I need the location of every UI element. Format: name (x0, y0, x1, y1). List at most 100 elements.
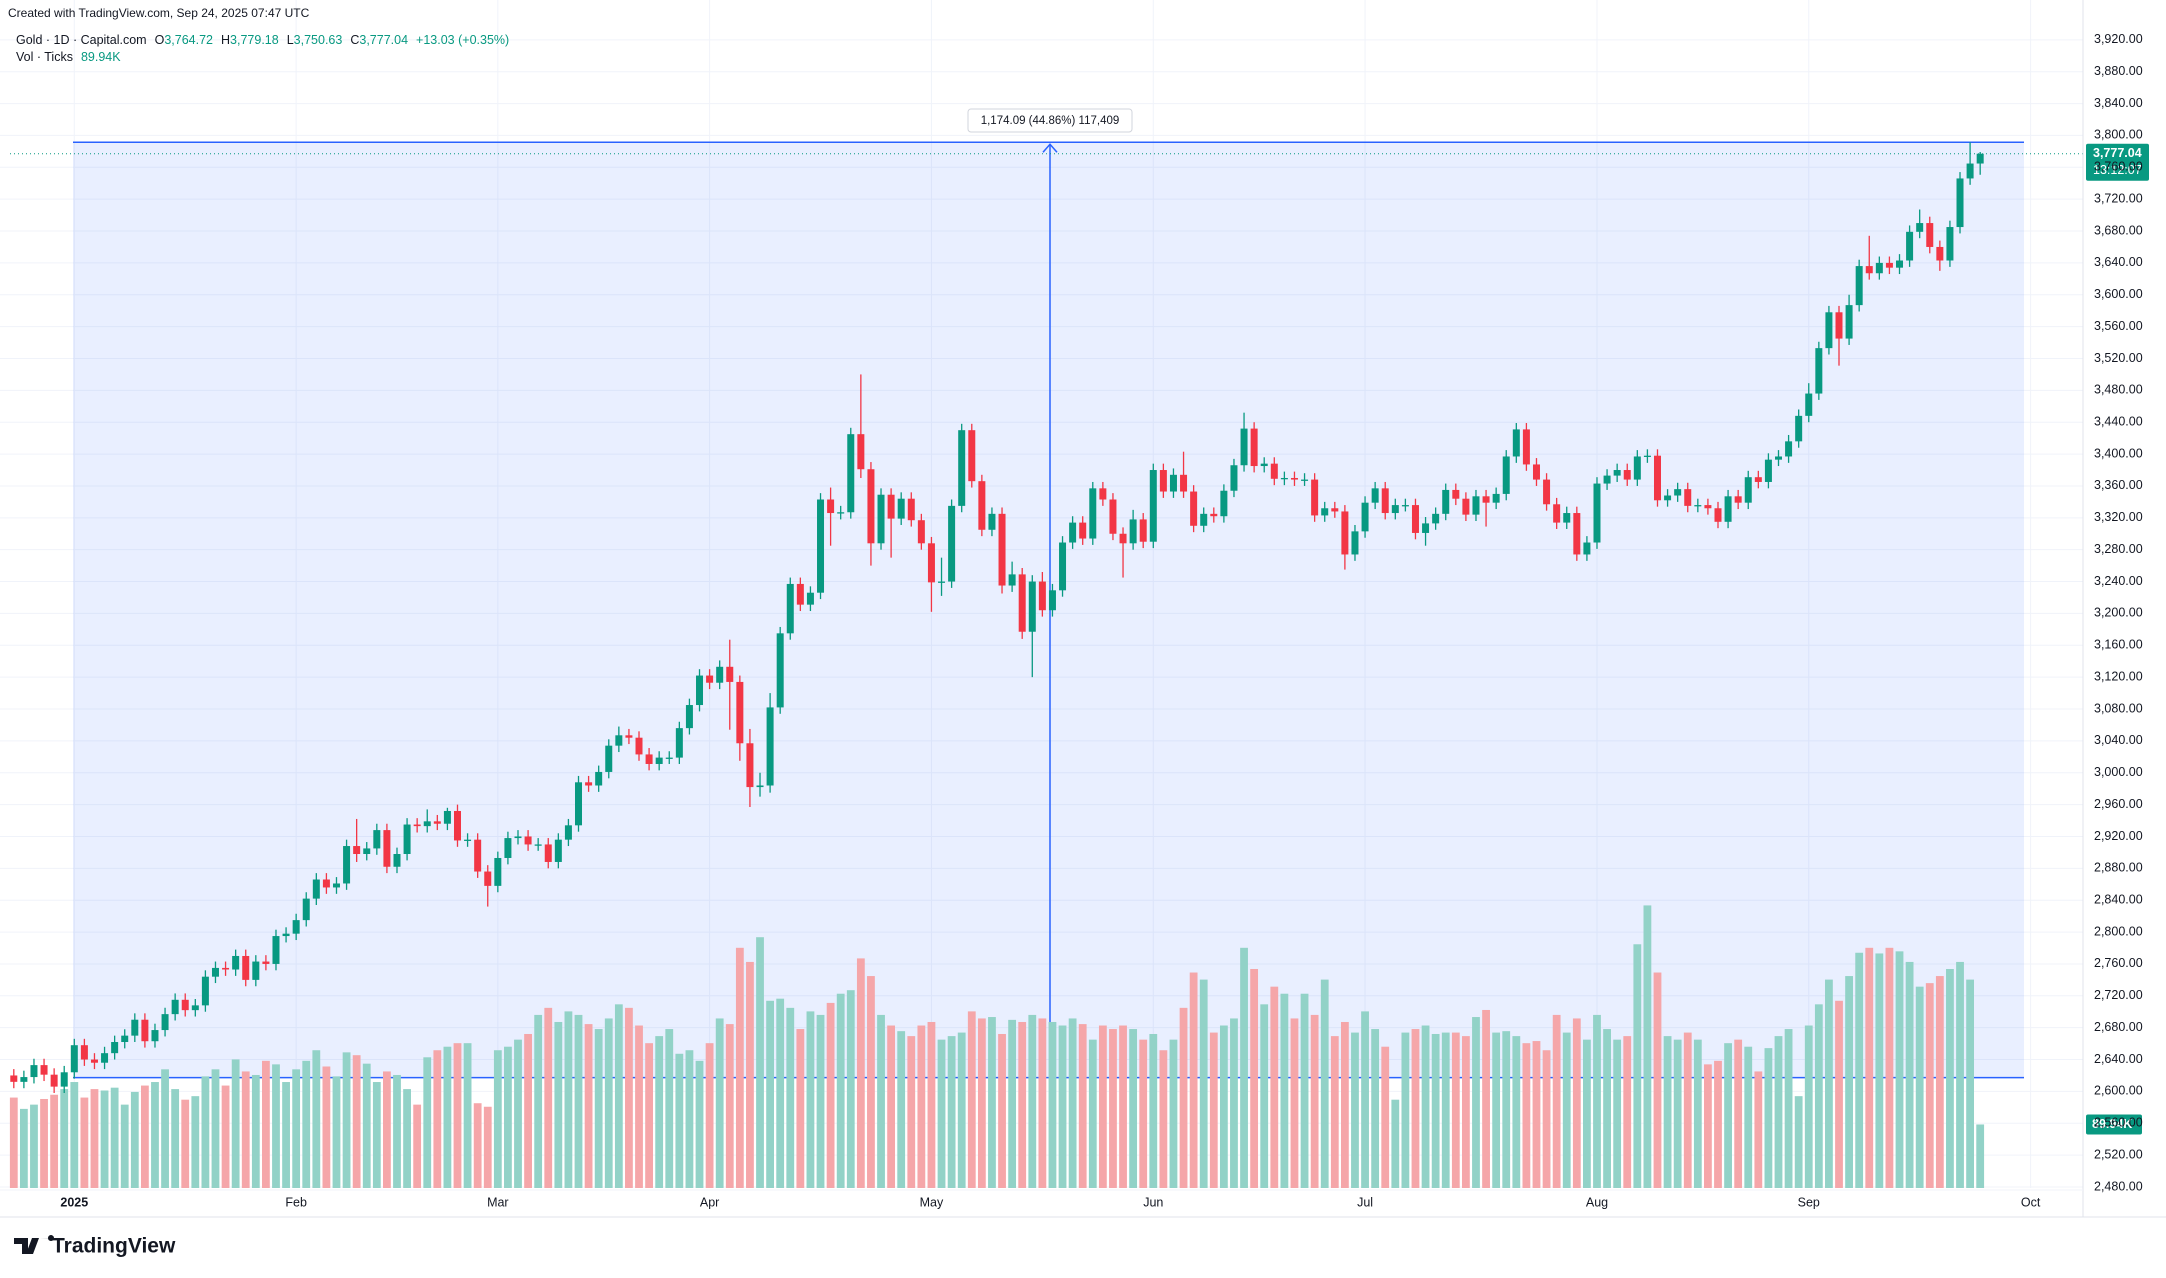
legend-key: C (350, 33, 359, 47)
volume-bar (1209, 1032, 1218, 1188)
candle-body (1855, 266, 1863, 306)
y-tick-label: 2,800.00 (2094, 924, 2143, 938)
candle-body (726, 666, 734, 682)
volume-bar (514, 1039, 522, 1188)
candle-body (958, 430, 966, 506)
candle-body (1230, 465, 1238, 491)
x-tick-label: Jul (1357, 1195, 1373, 1209)
candle-body (1956, 178, 1964, 228)
x-tick-label: Aug (1586, 1195, 1608, 1209)
volume-bar (151, 1082, 159, 1188)
volume-bar (614, 1004, 623, 1188)
candle-body (383, 830, 391, 867)
volume-bar (544, 1007, 553, 1188)
candle-body (1633, 456, 1641, 480)
volume-bar (262, 1060, 270, 1188)
volume-bar (1835, 1000, 1843, 1188)
volume-bar (1653, 972, 1662, 1188)
volume-bar (1794, 1096, 1803, 1188)
volume-bar (594, 1029, 603, 1188)
volume-bar (645, 1043, 653, 1188)
volume-bar (1935, 976, 1944, 1188)
candle-body (282, 933, 290, 937)
candle-body (1936, 246, 1944, 261)
volume-bar (1885, 947, 1894, 1188)
volume-bar (856, 958, 865, 1188)
x-tick-label: Jun (1143, 1195, 1163, 1209)
brand-icon (14, 1235, 54, 1254)
volume-bar (1714, 1060, 1722, 1188)
y-tick-label: 2,480.00 (2094, 1179, 2143, 1193)
volume-bar (1351, 1032, 1359, 1188)
volume-bar (947, 1036, 956, 1188)
legend-change: +13.03 (+0.35%) (416, 33, 509, 47)
candle-body (1240, 428, 1248, 466)
candle-body (806, 592, 814, 605)
volume-bar (1946, 968, 1954, 1188)
candle-body (1543, 479, 1551, 505)
x-tick-label: Mar (487, 1195, 509, 1209)
candle-body (1976, 153, 1984, 164)
y-tick-label: 3,760.00 (2094, 160, 2143, 174)
candle-body (1946, 227, 1954, 261)
volume-bar (241, 1071, 250, 1188)
volume-bar (998, 1033, 1006, 1188)
volume-bar (1078, 1024, 1087, 1188)
volume-bar (1290, 1018, 1299, 1188)
y-tick-label: 2,600.00 (2094, 1084, 2143, 1098)
volume-bar (1774, 1036, 1783, 1188)
volume-bar (816, 1014, 825, 1188)
volume-bar (1340, 1021, 1349, 1188)
y-tick-label: 3,800.00 (2094, 128, 2143, 142)
volume-bar (877, 1014, 885, 1188)
candle-body (1452, 489, 1460, 499)
volume-bar (302, 1060, 311, 1188)
candle-body (1250, 428, 1258, 467)
candle-body (554, 839, 562, 862)
candle-body (453, 810, 461, 841)
candles (10, 142, 1984, 1093)
candle-body (1290, 477, 1298, 480)
candle-body (1008, 574, 1016, 586)
volume-bar (574, 1014, 583, 1188)
candle-body (433, 821, 441, 824)
candle-body (484, 871, 492, 886)
candle-body (1563, 513, 1571, 523)
candle-body (544, 844, 552, 862)
volume-bar (927, 1021, 936, 1188)
candle-body (1109, 499, 1117, 534)
candle-body (1704, 505, 1712, 509)
volume-bar (917, 1025, 926, 1188)
candle-body (605, 745, 613, 772)
candle-body (1169, 474, 1177, 492)
candle-body (211, 967, 219, 977)
volume-bar (403, 1089, 411, 1188)
candle-body (756, 785, 764, 788)
volume-bar (695, 1060, 704, 1188)
volume-bar (1179, 1007, 1188, 1188)
volume-bar (1038, 1018, 1047, 1188)
candle-body (766, 707, 774, 786)
volume-bar (1845, 976, 1853, 1188)
y-tick-label: 2,880.00 (2094, 861, 2143, 875)
ruler-area (73, 142, 2024, 1078)
volume-bar (1199, 979, 1208, 1188)
volume-bar (453, 1043, 462, 1188)
volume-bar (1542, 1050, 1551, 1188)
countdown: 13:12:07 (2093, 163, 2142, 177)
volume-bar (1260, 1004, 1269, 1188)
volume-bar (1966, 979, 1974, 1188)
volume-bar (1552, 1014, 1561, 1188)
volume-bar (1704, 1064, 1712, 1188)
volume-bar (473, 1103, 482, 1188)
volume-bar (524, 1033, 532, 1188)
volume-bar (1129, 1029, 1138, 1188)
candle-body (1885, 262, 1893, 268)
volume-legend: Vol · Ticks 89.94K (16, 50, 121, 64)
candle-body (1059, 542, 1067, 591)
volume-bar (1048, 1021, 1057, 1188)
candle-body (1139, 519, 1147, 542)
candle-body (1966, 163, 1974, 179)
candle-body (90, 1059, 98, 1063)
